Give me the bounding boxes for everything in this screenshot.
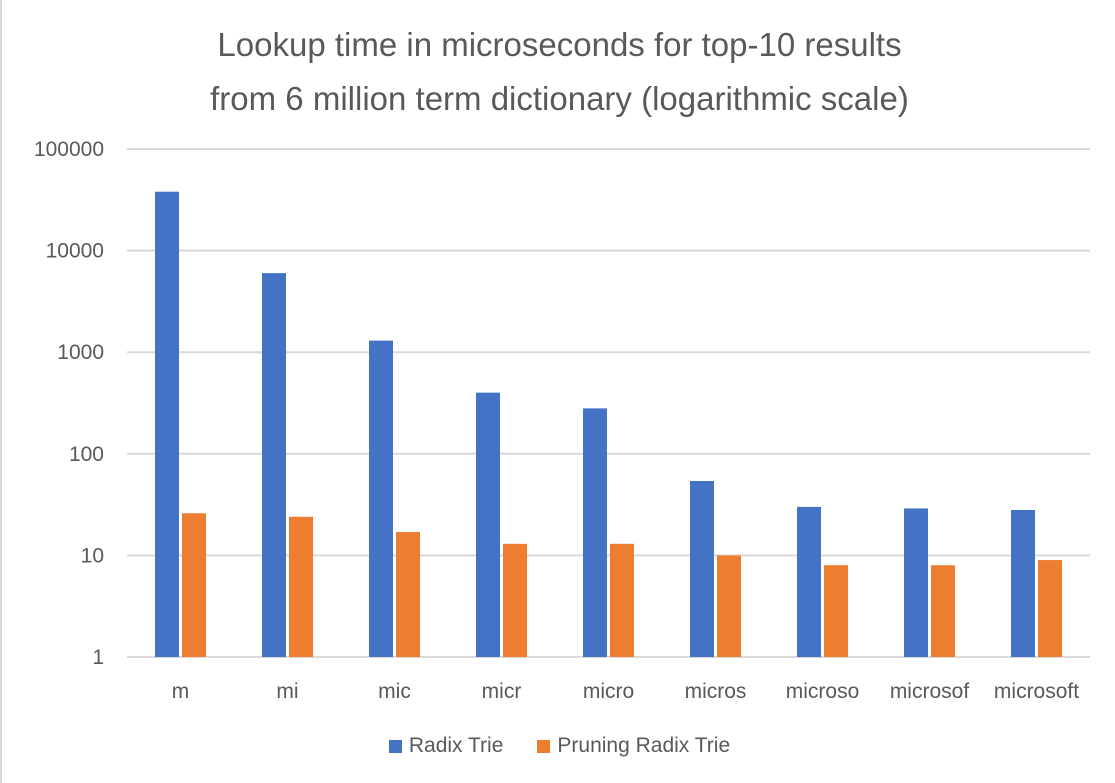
x-tick-label-7: microsof (890, 680, 970, 703)
bar-radix-trie-micros (690, 480, 714, 657)
bar-radix-trie-microsof (904, 508, 928, 657)
legend-item-series-0: Radix Trie (388, 734, 504, 758)
bar-radix-trie-micro (583, 408, 607, 657)
bar-radix-trie-mi (262, 273, 286, 657)
bar-radix-trie-microso (797, 506, 821, 657)
x-tick-label-3: micr (482, 680, 522, 703)
y-tick-label-4: 10000 (46, 240, 104, 263)
legend-label-series-1: Pruning Radix Trie (557, 734, 731, 757)
x-tick-label-6: microso (786, 680, 860, 703)
legend-swatch-series-0 (388, 739, 402, 753)
bar-pruning-radix-trie-micros (717, 555, 741, 657)
y-tick-label-1: 10 (81, 544, 104, 567)
y-tick-label-0: 1 (92, 646, 104, 669)
bar-pruning-radix-trie-mic (396, 531, 420, 657)
x-tick-label-1: mi (276, 680, 298, 703)
legend: Radix Trie Pruning Radix Trie (2, 734, 1115, 758)
bar-pruning-radix-trie-m (182, 513, 206, 657)
bar-radix-trie-mic (369, 340, 393, 657)
bar-radix-trie-micr (476, 392, 500, 657)
legend-label-series-0: Radix Trie (408, 734, 504, 757)
x-tick-label-5: micros (685, 680, 747, 703)
bar-pruning-radix-trie-microso (824, 565, 848, 657)
x-tick-label-0: m (172, 680, 190, 703)
bar-pruning-radix-trie-micro (610, 543, 634, 657)
bar-pruning-radix-trie-mi (289, 516, 313, 657)
x-tick-label-4: micro (583, 680, 634, 703)
bar-radix-trie-m (155, 191, 179, 658)
y-tick-label-3: 1000 (57, 341, 104, 364)
legend-item-series-1: Pruning Radix Trie (537, 734, 730, 758)
chart-title-line-2: from 6 million term dictionary (logarith… (210, 80, 909, 117)
bar-pruning-radix-trie-micr (503, 543, 527, 657)
bar-radix-trie-microsoft (1011, 509, 1035, 657)
chart-title-line-1: Lookup time in microseconds for top-10 r… (217, 26, 902, 63)
x-tick-label-2: mic (378, 680, 411, 703)
y-tick-label-2: 100 (69, 443, 104, 466)
bar-pruning-radix-trie-microsof (931, 565, 955, 657)
bar-pruning-radix-trie-microsoft (1038, 560, 1062, 657)
x-tick-label-8: microsoft (994, 680, 1079, 703)
chart-title: Lookup time in microseconds for top-10 r… (2, 18, 1115, 126)
legend-swatch-series-1 (537, 739, 551, 753)
y-tick-label-5: 100000 (34, 138, 104, 161)
